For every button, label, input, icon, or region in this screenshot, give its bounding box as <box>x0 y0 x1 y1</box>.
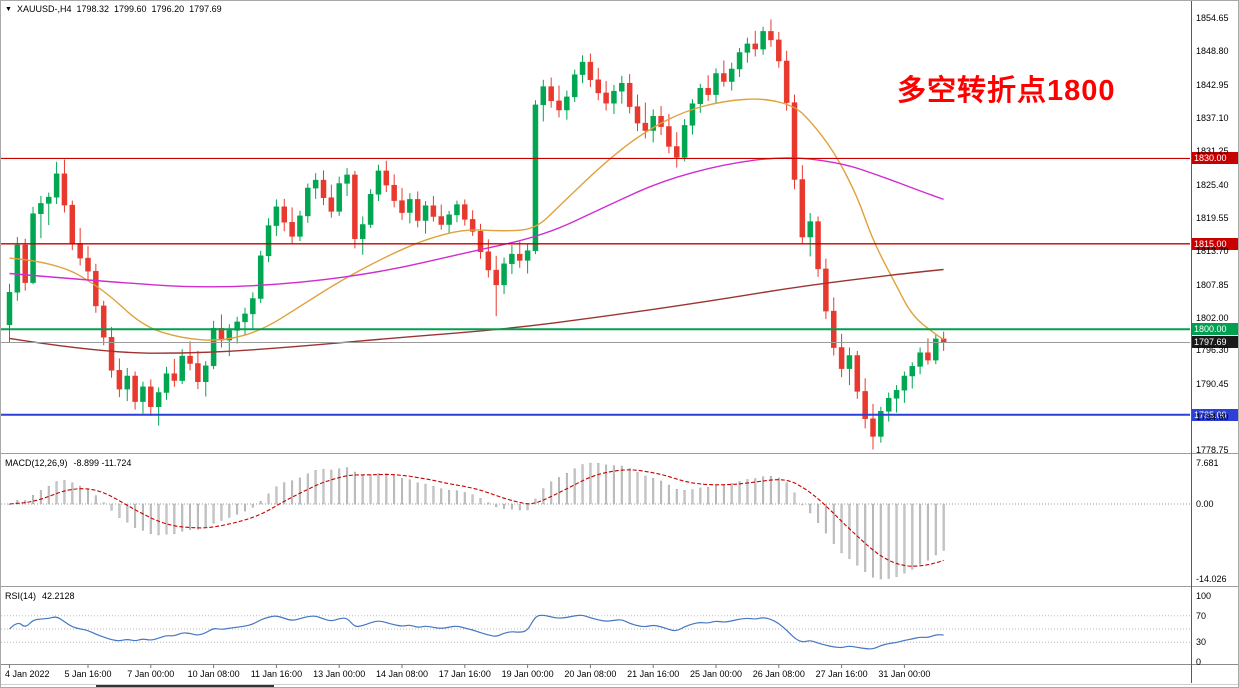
symbol-dropdown-icon[interactable]: ▼ <box>5 6 12 13</box>
rsi-axis-label: 30 <box>1196 637 1207 648</box>
time-tick-label: 14 Jan 08:00 <box>375 669 429 679</box>
time-tick-label: 21 Jan 16:00 <box>627 669 680 679</box>
price-tick-label: 1778.75 <box>1196 445 1229 456</box>
open-value: 1798.32 <box>76 4 109 14</box>
ma-line-mid-magenta <box>9 157 944 288</box>
high-value: 1799.60 <box>114 4 147 14</box>
macd-axis-label: 7.681 <box>1196 458 1219 468</box>
price-tick-label: 1813.70 <box>1196 246 1229 257</box>
rsi-axis-label: 100 <box>1196 591 1212 601</box>
ohlc-readout: ▼ XAUUSD-,H4 1798.32 1799.60 1796.20 1797.69 <box>5 4 227 14</box>
price-tag-1830.00[interactable]: 1830.00 <box>1192 152 1238 165</box>
macd-axis-label: -14.026 <box>1196 574 1227 584</box>
price-tick-label: 1854.65 <box>1196 13 1229 23</box>
time-tick-label: 10 Jan 08:00 <box>187 669 240 679</box>
time-tick-label: 17 Jan 16:00 <box>438 669 491 679</box>
low-value: 1796.20 <box>151 4 185 14</box>
time-tick-label: 26 Jan 08:00 <box>752 669 805 679</box>
time-tick-label: 27 Jan 16:00 <box>815 669 868 679</box>
rsi-axis-label: 70 <box>1196 610 1207 621</box>
rsi-value: 42.2128 <box>42 591 75 601</box>
candles-layer <box>6 19 947 450</box>
price-tick-label: 1802.00 <box>1196 312 1229 323</box>
macd-axis-label: 0.00 <box>1196 499 1214 510</box>
scrollbar-thumb[interactable] <box>96 685 274 687</box>
price-tick-label: 1848.80 <box>1196 46 1229 57</box>
current-price-tag: 1797.69 <box>1192 336 1238 349</box>
time-tick-label: 31 Jan 00:00 <box>878 669 931 679</box>
time-tick-label: 4 Jan 2022 <box>5 669 50 679</box>
price-tick-label: 1796.30 <box>1196 345 1229 356</box>
price-tag-1800.00[interactable]: 1800.00 <box>1192 323 1238 336</box>
price-tick-label: 1819.55 <box>1196 212 1229 223</box>
close-value: 1797.69 <box>189 4 222 14</box>
time-tick-label: 7 Jan 00:00 <box>127 669 175 679</box>
macd-histogram <box>8 462 945 580</box>
price-tick-label: 1790.45 <box>1196 378 1229 389</box>
rsi-line <box>9 614 944 650</box>
macd-title: MACD(12,26,9) <box>5 458 68 468</box>
macd-panel-area[interactable] <box>1 456 1191 586</box>
rsi-indicator-label: RSI(14) 42.2128 <box>5 591 81 601</box>
price-tag-1785.00[interactable]: 1785.00 <box>1192 408 1238 421</box>
rsi-axis-label: 0 <box>1196 657 1202 667</box>
macd-signal-line <box>9 469 944 567</box>
price-tick-label: 1825.40 <box>1196 179 1229 190</box>
price-tick-label: 1831.25 <box>1196 146 1229 157</box>
price-tick-label: 1842.95 <box>1196 79 1229 90</box>
time-tick-label: 11 Jan 16:00 <box>250 669 303 679</box>
price-axis[interactable]: 1830.00 1815.00 1800.00 1785.00 1797.69 1854.… <box>1191 1 1238 683</box>
price-tag-1815.00[interactable]: 1815.00 <box>1192 237 1238 250</box>
time-tick-label: 5 Jan 16:00 <box>64 669 112 679</box>
price-tick-label: 1837.10 <box>1196 112 1229 123</box>
chart-annotation-text: 多空转折点1800 <box>897 75 1116 107</box>
rsi-title: RSI(14) <box>5 591 37 601</box>
time-axis[interactable]: 4 Jan 2022 5 Jan 16:00 7 Jan 00:00 10 Jan 0… <box>1 665 1191 683</box>
price-tick-label: 1807.85 <box>1196 279 1229 290</box>
symbol-timeframe-label: XAUUSD-,H4 <box>16 4 72 14</box>
time-tick-label: 25 Jan 00:00 <box>689 669 743 679</box>
ma-line-fast-orange <box>9 98 944 341</box>
horizontal-scrollbar <box>1 684 1238 687</box>
time-tick-label: 20 Jan 08:00 <box>564 669 617 679</box>
macd-indicator-label: MACD(12,26,9) -8.899 -11.724 <box>5 458 137 468</box>
macd-values: -8.899 -11.724 <box>73 458 132 468</box>
rsi-panel-area[interactable] <box>1 589 1191 664</box>
price-tick-label: 1784.60 <box>1196 412 1229 423</box>
time-tick-label: 19 Jan 00:00 <box>501 669 554 679</box>
time-tick-label: 13 Jan 00:00 <box>313 669 366 679</box>
